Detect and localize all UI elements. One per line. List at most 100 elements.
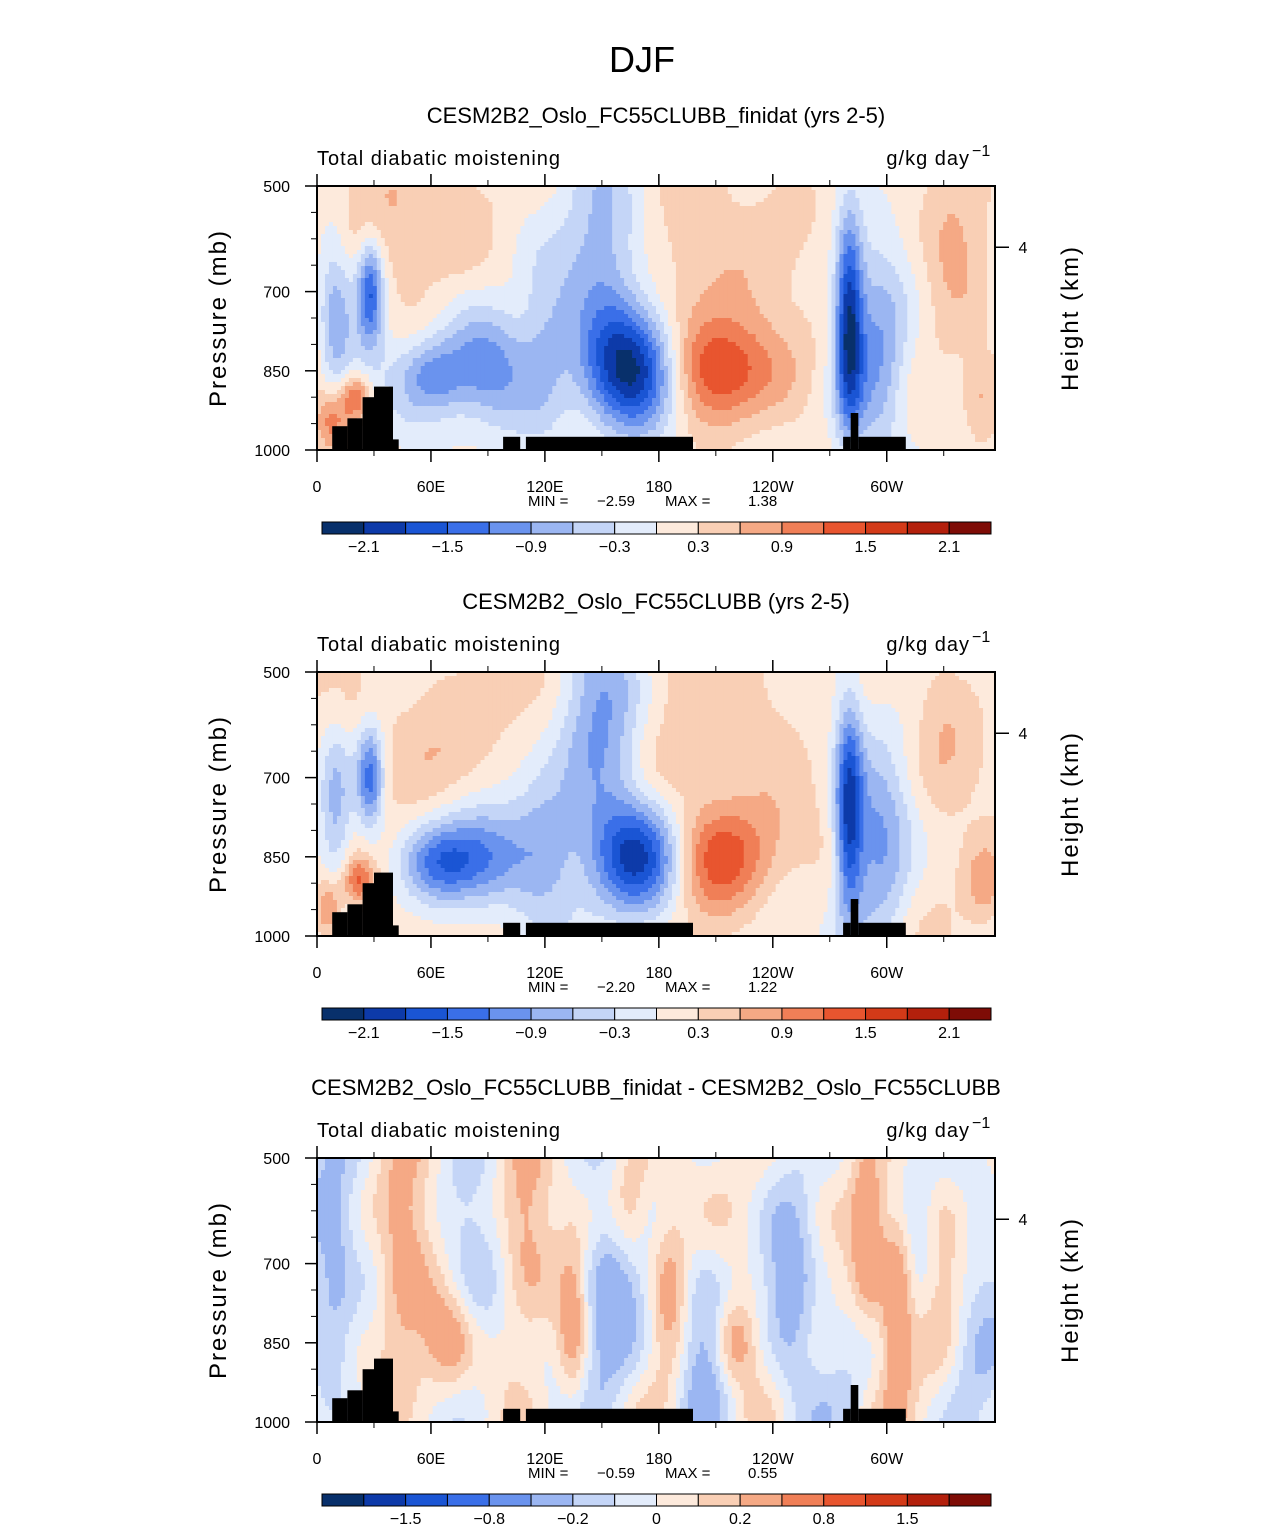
field-cell (584, 194, 589, 199)
field-cell (843, 202, 848, 207)
field-cell (357, 194, 362, 199)
field-cell (748, 210, 753, 215)
field-cell (939, 198, 944, 203)
field-cell (381, 206, 386, 211)
field-cell (353, 198, 358, 203)
field-cell (488, 214, 493, 219)
field-cell (588, 218, 593, 223)
field-cell (361, 218, 366, 223)
field-cell (377, 194, 382, 199)
field-cell (672, 206, 677, 211)
field-cell (453, 190, 458, 195)
field-cell (951, 202, 956, 207)
field-cell (636, 206, 641, 211)
field-cell (955, 202, 960, 207)
field-cell (915, 190, 920, 195)
field-cell (409, 206, 414, 211)
field-cell (728, 202, 733, 207)
field-cell (740, 190, 745, 195)
field-cell (588, 198, 593, 203)
field-cell (780, 202, 785, 207)
field-cell (620, 210, 625, 215)
field-cell (433, 214, 438, 219)
field-cell (389, 206, 394, 211)
field-cell (389, 198, 394, 203)
field-cell (341, 194, 346, 199)
field-cell (987, 202, 992, 207)
field-cell (943, 190, 948, 195)
field-cell (812, 206, 817, 211)
field-cell (504, 218, 509, 223)
field-cell (608, 202, 613, 207)
field-cell (688, 218, 693, 223)
field-cell (716, 206, 721, 211)
field-cell (421, 206, 426, 211)
field-cell (337, 218, 342, 223)
field-cell (576, 210, 581, 215)
field-cell (325, 194, 330, 199)
field-cell (660, 202, 665, 207)
field-cell (656, 194, 661, 199)
field-cell (688, 202, 693, 207)
field-cell (520, 190, 525, 195)
field-cell (644, 214, 649, 219)
field-cell (740, 198, 745, 203)
field-cell (975, 214, 980, 219)
field-cell (979, 210, 984, 215)
field-cell (919, 190, 924, 195)
field-cell (967, 202, 972, 207)
field-cell (903, 190, 908, 195)
field-cell (788, 210, 793, 215)
field-cell (433, 210, 438, 215)
field-cell (776, 206, 781, 211)
field-cell (895, 190, 900, 195)
field-cell (449, 194, 454, 199)
field-cell (477, 210, 482, 215)
field-cell (827, 194, 832, 199)
field-cell (983, 202, 988, 207)
field-cell (632, 210, 637, 215)
field-cell (744, 194, 749, 199)
field-cell (548, 206, 553, 211)
field-cell (855, 206, 860, 211)
field-cell (724, 190, 729, 195)
field-cell (704, 214, 709, 219)
field-cell (620, 214, 625, 219)
field-cell (417, 194, 422, 199)
field-cell (397, 202, 402, 207)
field-cell (720, 210, 725, 215)
field-cell (333, 210, 338, 215)
field-cell (732, 206, 737, 211)
field-cell (508, 214, 513, 219)
field-cell (923, 190, 928, 195)
field-cell (429, 194, 434, 199)
field-cell (656, 214, 661, 219)
field-cell (835, 198, 840, 203)
field-cell (883, 202, 888, 207)
field-cell (417, 218, 422, 223)
field-cell (580, 206, 585, 211)
field-cell (504, 202, 509, 207)
field-cell (544, 210, 549, 215)
field-cell (429, 206, 434, 211)
field-cell (887, 202, 892, 207)
field-cell (616, 218, 621, 223)
field-cell (592, 210, 597, 215)
field-cell (736, 190, 741, 195)
field-cell (947, 194, 952, 199)
field-cell (955, 214, 960, 219)
units-label: g/kg day (886, 148, 970, 170)
field-cell (736, 198, 741, 203)
field-cell (875, 202, 880, 207)
field-cell (835, 214, 840, 219)
field-cell (975, 194, 980, 199)
field-cell (580, 214, 585, 219)
field-cell (592, 194, 597, 199)
field-cell (792, 194, 797, 199)
field-cell (556, 210, 561, 215)
field-cell (321, 190, 326, 195)
panel-1: CESM2B2_Oslo_FC55CLUBB_finidat (yrs 2-5)… (205, 103, 1084, 556)
field-cell (461, 218, 466, 223)
field-cell (704, 206, 709, 211)
field-cell (576, 214, 581, 219)
